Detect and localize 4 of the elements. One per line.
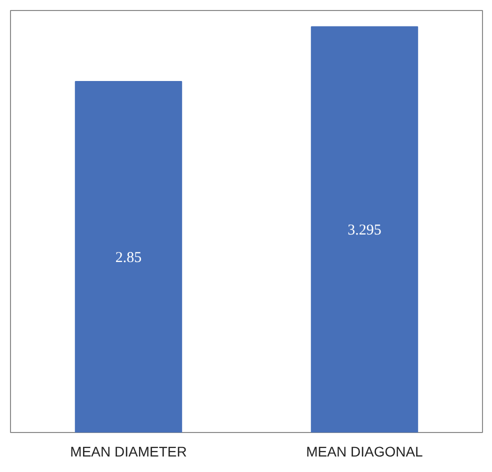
- x-tick-label: MEAN DIAGONAL: [306, 444, 424, 460]
- x-tick-label: MEAN DIAMETER: [70, 444, 187, 460]
- data-label: 3.295: [348, 222, 382, 239]
- data-label: 2.85: [115, 250, 142, 266]
